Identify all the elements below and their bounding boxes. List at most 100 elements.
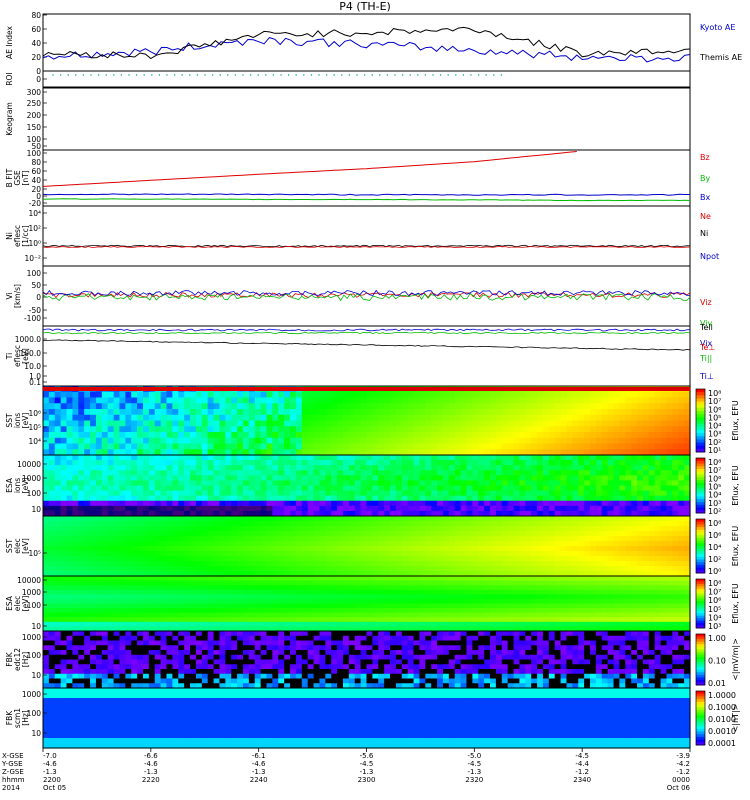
heatmap-cell (301, 626, 309, 632)
heatmap-cell (101, 589, 109, 595)
heatmap-cell (90, 397, 97, 404)
heatmap-cell (231, 561, 238, 567)
heatmap-cell (625, 521, 632, 527)
heatmap-cell (631, 403, 638, 410)
heatmap-cell (190, 449, 197, 456)
heatmap-cell (284, 556, 291, 562)
heatmap-cell (95, 612, 103, 618)
heatmap-cell (431, 449, 438, 456)
heatmap-cell (395, 437, 403, 445)
colorbar-cell (696, 510, 705, 514)
heatmap-cell (190, 576, 197, 582)
heatmap-cell (101, 561, 109, 567)
roi-dot (265, 74, 267, 76)
heatmap-cell (642, 556, 650, 562)
colorbar-cell (696, 564, 705, 569)
heatmap-cell (584, 526, 591, 532)
heatmap-cell (319, 580, 326, 586)
heatmap-cell (648, 490, 656, 497)
heatmap-cell (560, 460, 568, 466)
heatmap-cell (360, 470, 368, 476)
heatmap-cell (272, 526, 279, 532)
heatmap-cell (495, 403, 503, 410)
heatmap-cell (331, 490, 338, 497)
heatmap-cell (660, 432, 668, 439)
heatmap-cell (654, 397, 662, 404)
heatmap-cell (513, 465, 521, 471)
heatmap-cell (237, 455, 244, 461)
heatmap-cell (390, 531, 397, 537)
y-axis-label: elec (13, 538, 22, 553)
heatmap-cell (207, 403, 215, 410)
heatmap-cell (101, 617, 109, 623)
heatmap-cell (454, 437, 462, 445)
heatmap-cell (342, 485, 350, 492)
heatmap-cell (178, 403, 185, 410)
heatmap-cell (248, 426, 256, 433)
heatmap-cell (660, 556, 668, 562)
heatmap-cell (354, 580, 362, 586)
heatmap-cell (142, 443, 150, 450)
heatmap-cell (460, 432, 468, 439)
heatmap-cell (84, 516, 91, 522)
heatmap-cell (248, 437, 256, 445)
heatmap-cell (237, 526, 244, 532)
heatmap-cell (342, 495, 350, 502)
heatmap-cell (166, 594, 173, 600)
heatmap-cell (101, 585, 109, 591)
heatmap-cell (201, 571, 209, 577)
heatmap-cell (254, 505, 262, 512)
heatmap-cell (90, 495, 97, 502)
heatmap-cell (207, 546, 215, 552)
legend-entry: Viy (700, 319, 713, 328)
heatmap-cell (66, 536, 74, 542)
colorbar-cell (696, 395, 705, 399)
heatmap-cell (413, 420, 421, 427)
heatmap-cell (172, 465, 179, 471)
heatmap-cell (407, 589, 415, 595)
heatmap-cell (272, 551, 279, 557)
heatmap-cell (113, 432, 121, 439)
heatmap-cell (78, 437, 85, 445)
heatmap-cell (642, 460, 650, 466)
heatmap-cell (78, 409, 85, 416)
heatmap-cell (201, 490, 209, 497)
heatmap-cell (190, 594, 197, 600)
roi-dot (257, 74, 259, 76)
heatmap-cell (313, 403, 321, 410)
heatmap-cell (295, 566, 303, 572)
heatmap-cell (295, 521, 303, 527)
heatmap-cell (348, 490, 356, 497)
heatmap-cell (125, 414, 132, 422)
heatmap-cell (284, 414, 291, 422)
heatmap-cell (290, 531, 297, 537)
heatmap-cell (607, 531, 615, 537)
heatmap-cell (542, 420, 550, 427)
heatmap-cell (260, 571, 268, 577)
heatmap-cell (331, 516, 338, 522)
heatmap-cell (525, 437, 532, 445)
heatmap-cell (172, 420, 179, 427)
heatmap-cell (537, 449, 544, 456)
heatmap-cell (95, 603, 103, 609)
heatmap-cell (307, 403, 315, 410)
heatmap-cell (242, 495, 250, 502)
heatmap-cell (407, 516, 415, 522)
heatmap-cell (537, 541, 544, 547)
heatmap-cell (454, 414, 462, 422)
colorbar-frame (695, 518, 706, 574)
heatmap-cell (407, 475, 415, 482)
heatmap-cell (84, 561, 91, 567)
heatmap-cell (225, 589, 232, 595)
heatmap-cell (554, 437, 562, 445)
heatmap-cell (684, 495, 691, 502)
heatmap-cell (201, 437, 209, 445)
heatmap-cell (266, 397, 273, 404)
heatmap-cell (619, 571, 626, 577)
heatmap-cell (495, 490, 503, 497)
heatmap-cell (395, 551, 403, 557)
heatmap-cell (395, 585, 403, 591)
heatmap-cell (248, 594, 256, 600)
heatmap-cell (78, 580, 85, 586)
heatmap-cell (378, 420, 385, 427)
